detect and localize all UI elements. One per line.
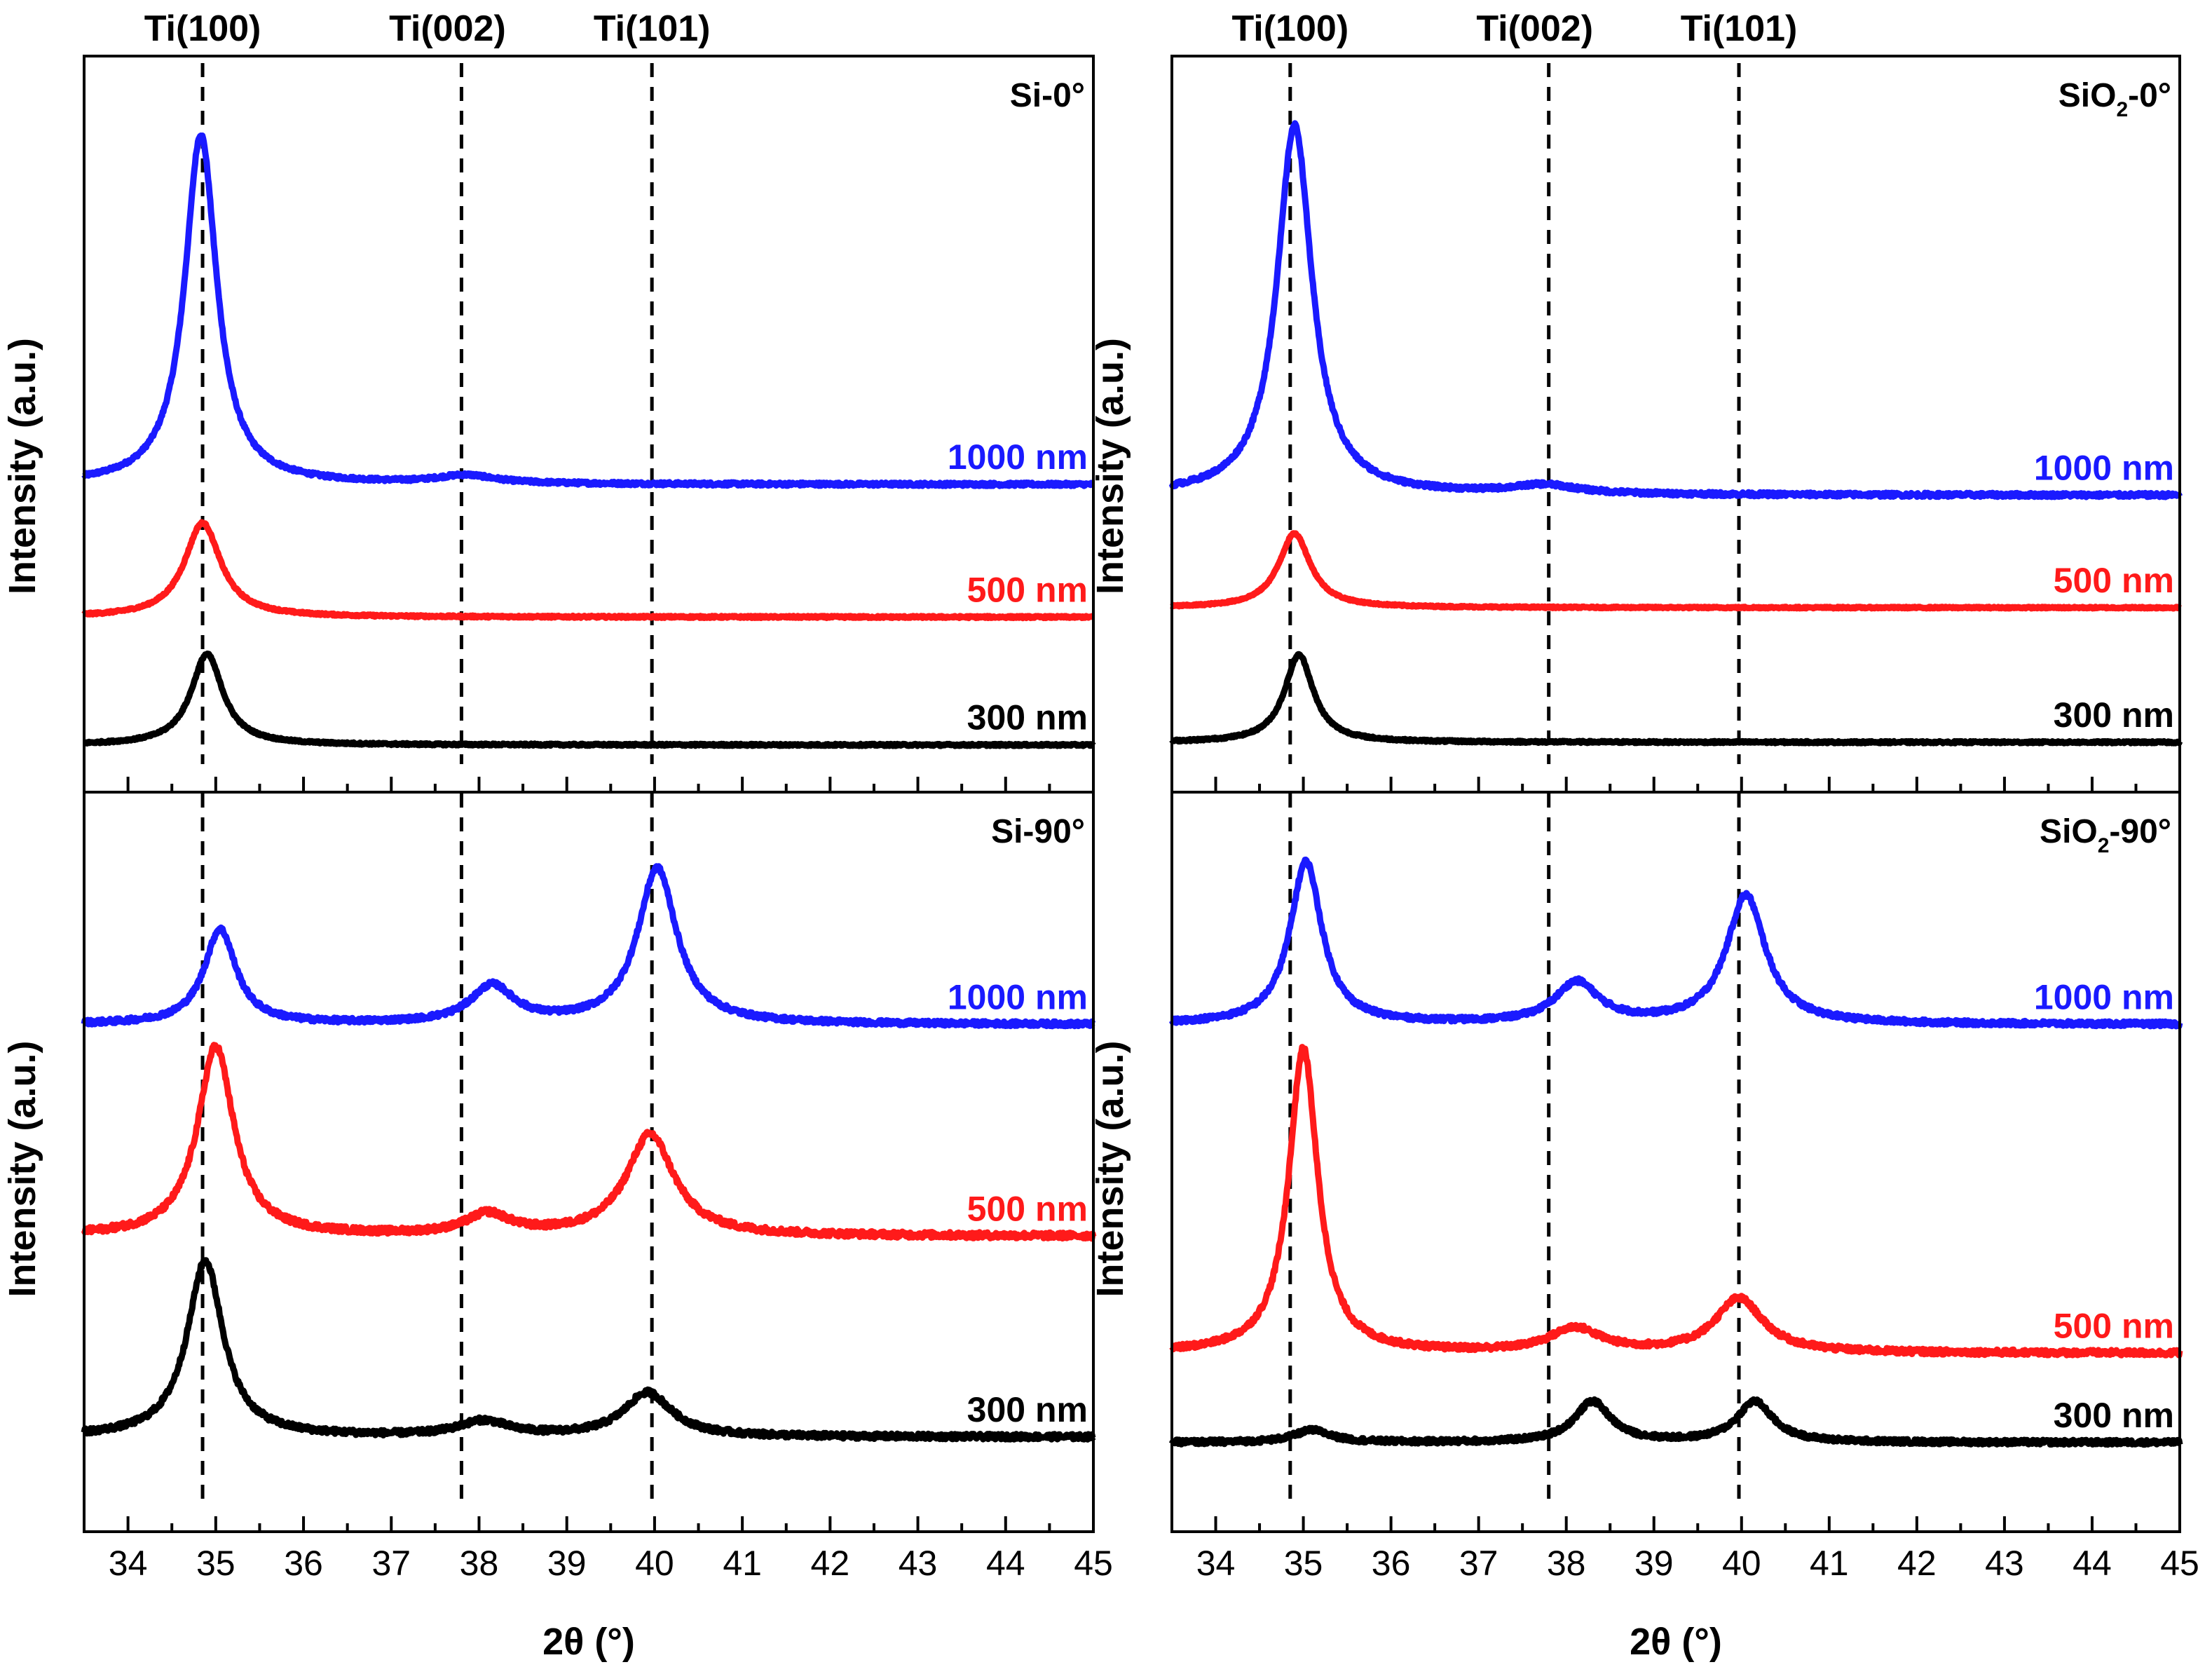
series-line-1000-nm — [1168, 120, 2183, 501]
x-tick-label: 35 — [1284, 1544, 1323, 1583]
panel-title: Si-90° — [991, 813, 1085, 850]
axes-frame — [83, 55, 1095, 1533]
x-tick-label: 43 — [1985, 1544, 2024, 1583]
x-tick-label: 42 — [1897, 1544, 1937, 1583]
x-tick-label: 45 — [2160, 1544, 2199, 1583]
x-tick-label: 41 — [1810, 1544, 1849, 1583]
x-axis-label: 2θ (°) — [542, 1621, 635, 1663]
x-tick-label: 45 — [1074, 1544, 1113, 1583]
panel-3: 1000 nm 500 nm 300 nm SiO2-90° — [1168, 794, 2183, 1504]
reference-peak-label: Ti(101) — [594, 8, 711, 49]
series-label: 1000 nm — [2034, 977, 2174, 1016]
series-label: 500 nm — [967, 570, 1088, 609]
series-line-500-nm — [1169, 530, 2183, 612]
x-axis-label: 2θ (°) — [1630, 1621, 1722, 1663]
axes-frame — [1170, 55, 2181, 1533]
y-axis-label: Intensity (a.u.) — [1, 338, 43, 594]
x-tick-label: 43 — [899, 1544, 938, 1583]
series-label: 1000 nm — [2034, 449, 2174, 488]
x-tick-label: 41 — [723, 1544, 762, 1583]
series-line-300-nm — [1168, 1396, 2183, 1448]
series-line-500-nm — [81, 1042, 1097, 1242]
reference-peak-label: Ti(100) — [1231, 8, 1349, 49]
x-tick-label: 40 — [635, 1544, 674, 1583]
series-label: 1000 nm — [948, 437, 1088, 477]
x-tick-label: 37 — [371, 1544, 411, 1583]
x-tick-label: 36 — [284, 1544, 323, 1583]
axes-column-1: 34 35 36 37 38 39 40 41 42 43 44 45 2θ (°) Intensity … — [1089, 8, 2199, 1663]
series-line-500-nm — [81, 519, 1096, 622]
reference-peak-label: Ti(100) — [144, 8, 261, 49]
y-axis-label: Intensity (a.u.) — [1089, 1040, 1131, 1297]
reference-peak-label: Ti(101) — [1681, 8, 1798, 49]
panel-title: SiO2-0° — [2059, 77, 2171, 121]
panel-title: SiO2-90° — [2040, 813, 2171, 857]
panel-title: Si-0° — [1010, 77, 1085, 114]
axes-column-0: 34 35 36 37 38 39 40 41 42 43 44 45 2θ (°) Intensity … — [1, 8, 1113, 1663]
panel-0: 1000 nm 500 nm 300 nm Si-0° — [81, 63, 1096, 764]
series-label: 300 nm — [967, 698, 1088, 737]
x-tick-label: 44 — [2073, 1544, 2112, 1583]
x-tick-label: 38 — [1547, 1544, 1586, 1583]
series-label: 500 nm — [2054, 1306, 2174, 1345]
series-label: 300 nm — [967, 1390, 1088, 1429]
series-label: 300 nm — [2054, 1396, 2174, 1435]
reference-peak-label: Ti(002) — [1476, 8, 1593, 49]
series-label: 1000 nm — [948, 977, 1088, 1016]
series-line-300-nm — [1169, 651, 2183, 747]
series-line-1000-nm — [81, 132, 1096, 489]
x-tick-label: 34 — [109, 1544, 148, 1583]
x-tick-label: 39 — [547, 1544, 587, 1583]
x-tick-label: 34 — [1196, 1544, 1236, 1583]
series-line-300-nm — [81, 651, 1096, 749]
x-tick-label: 39 — [1634, 1544, 1674, 1583]
reference-peak-label: Ti(002) — [389, 8, 506, 49]
plot-root: 1000 nm 500 nm 300 nm Si-0° 1000 nm 500 nm 300… — [1, 8, 2199, 1663]
series-label: 500 nm — [2054, 561, 2174, 600]
series-line-1000-nm — [1168, 856, 2183, 1030]
x-tick-label: 44 — [986, 1544, 1025, 1583]
y-axis-label: Intensity (a.u.) — [1, 1040, 43, 1297]
panel-2: 1000 nm 500 nm 300 nm SiO2-0° — [1168, 63, 2183, 764]
panel-1: 1000 nm 500 nm 300 nm Si-90° — [81, 794, 1097, 1504]
x-tick-label: 35 — [196, 1544, 235, 1583]
y-axis-label: Intensity (a.u.) — [1089, 338, 1131, 594]
series-label: 500 nm — [967, 1189, 1088, 1228]
x-tick-label: 36 — [1372, 1544, 1411, 1583]
x-tick-label: 42 — [811, 1544, 850, 1583]
series-line-1000-nm — [81, 863, 1096, 1030]
x-tick-label: 40 — [1722, 1544, 1761, 1583]
x-tick-label: 37 — [1459, 1544, 1498, 1583]
x-tick-label: 38 — [460, 1544, 499, 1583]
series-label: 300 nm — [2054, 695, 2174, 735]
series-line-300-nm — [81, 1257, 1096, 1443]
series-line-500-nm — [1169, 1044, 2183, 1359]
